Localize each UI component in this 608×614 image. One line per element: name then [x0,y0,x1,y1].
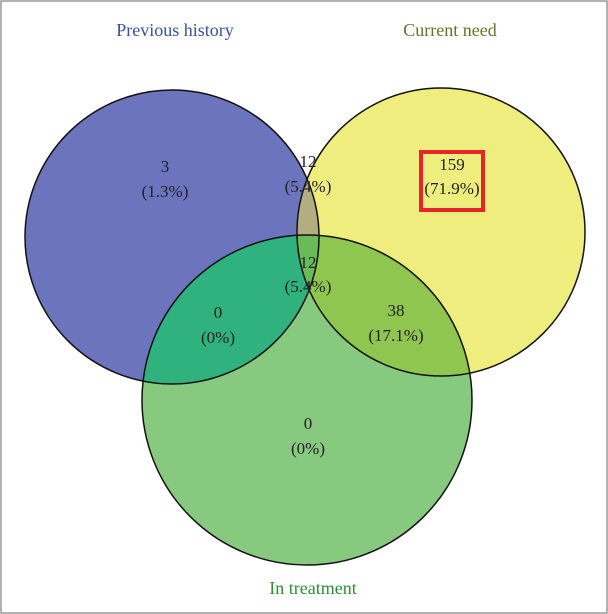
region-percent: (17.1%) [368,326,423,345]
set-outline [296,87,586,377]
set-label: Current need [403,20,496,40]
region-percent: (0%) [291,439,325,458]
region-percent: (5.4%) [285,277,332,296]
overlap [297,235,472,376]
region-percent: (71.9%) [424,179,479,198]
set-outline [141,234,473,566]
region-count: 12 [300,152,317,171]
region-count: 0 [214,303,223,322]
region-percent: (5.4%) [285,177,332,196]
set-label: Previous history [116,20,234,40]
region-count: 0 [304,414,313,433]
region-count: 159 [439,155,465,174]
set-label: In treatment [269,578,356,598]
region-count: 3 [161,157,170,176]
highlight-box [419,150,485,212]
region-percent: (1.3%) [142,182,189,201]
region-count: 38 [388,301,405,320]
overlap [142,235,319,384]
region-percent: (0%) [201,328,235,347]
region-count: 12 [300,253,317,272]
set-outline [24,89,320,385]
